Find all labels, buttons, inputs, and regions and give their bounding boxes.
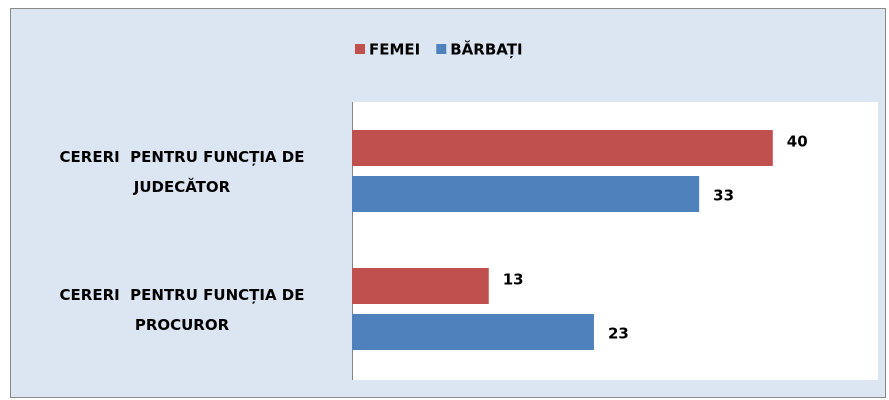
data-label: 40 [787,133,808,151]
legend-swatch [355,44,365,54]
bar [352,176,700,212]
bar [352,268,489,304]
legend-label: FEMEI [369,41,420,59]
data-label: 33 [713,187,734,205]
category-label: CERERI PENTRU FUNCȚIA DE PROCUROR [59,286,310,334]
bar [352,314,594,350]
category-label: CERERI PENTRU FUNCȚIA DE JUDECĂTOR [59,148,310,196]
data-label: 13 [503,271,524,289]
legend-swatch [436,44,447,54]
legend-label: BĂRBAȚI [450,40,522,59]
bar [352,130,773,166]
data-label: 23 [608,325,629,343]
